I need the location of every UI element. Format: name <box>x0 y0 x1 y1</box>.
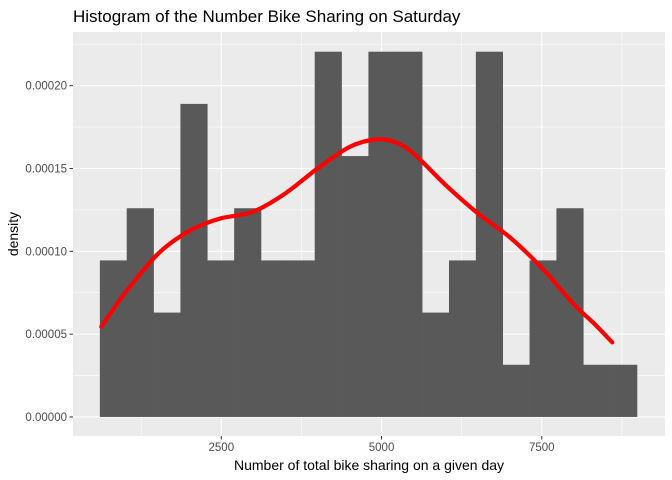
histogram-bar <box>207 260 235 417</box>
y-tick-label: 0.00010 <box>25 246 67 258</box>
x-tick-label: 5000 <box>369 442 395 454</box>
histogram-bar <box>260 260 289 417</box>
histogram-bar <box>287 260 316 417</box>
y-tick-label: 0.00005 <box>25 329 67 341</box>
histogram-bar <box>610 364 638 417</box>
histogram-bars <box>99 51 638 417</box>
histogram-bar <box>314 51 342 417</box>
histogram-bar <box>395 51 423 417</box>
x-tick-label: 2500 <box>209 442 235 454</box>
histogram-bar <box>475 51 504 417</box>
histogram-bar <box>422 312 450 417</box>
histogram-bar <box>556 208 584 417</box>
y-tick-label: 0.00015 <box>25 163 67 175</box>
histogram-bar <box>341 156 369 417</box>
histogram-bar <box>583 364 611 417</box>
histogram-bar <box>99 260 128 417</box>
density-curve <box>99 137 615 345</box>
histogram-bar <box>234 208 262 417</box>
y-tick-label: 0.00020 <box>25 81 67 93</box>
y-axis-title: density <box>5 212 21 256</box>
histogram-bar <box>529 260 557 417</box>
chart-title: Histogram of the Number Bike Sharing on … <box>73 7 461 26</box>
histogram-bar <box>153 312 181 417</box>
x-tick-label: 7500 <box>529 442 555 454</box>
y-tick-label: 0.00000 <box>25 412 67 424</box>
histogram-bar <box>126 208 154 417</box>
y-axis: 0.00000 0.00005 0.00010 0.00015 0.00020 <box>25 81 73 424</box>
histogram-bar <box>180 103 208 417</box>
histogram-bar <box>502 364 530 417</box>
x-axis-title: Number of total bike sharing on a given … <box>234 457 504 473</box>
histogram-bar <box>368 51 396 417</box>
histogram-bar <box>448 260 477 417</box>
x-axis: 2500 5000 7500 <box>209 436 555 454</box>
